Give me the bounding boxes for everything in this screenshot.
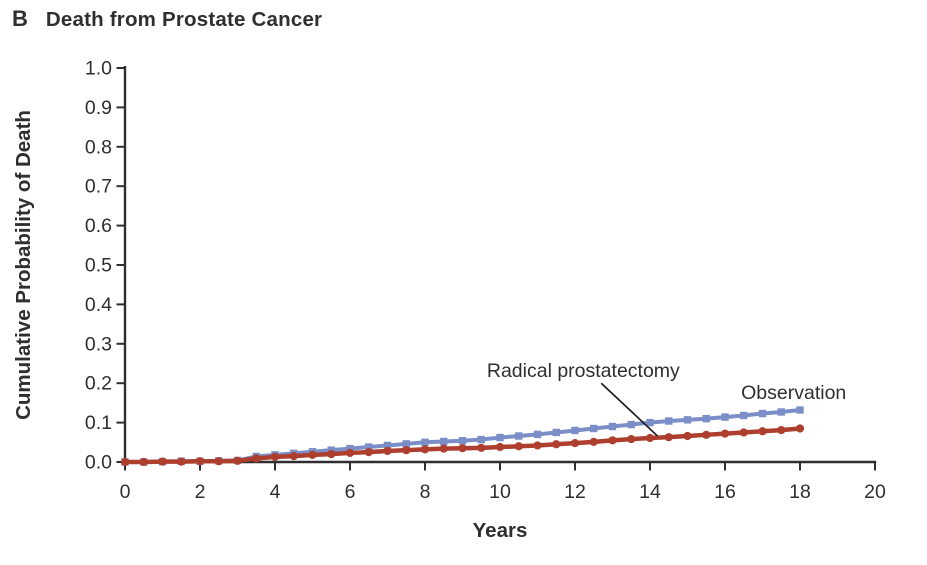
circle-marker <box>683 431 692 441</box>
x-axis: 0 2 4 6 8 10 12 14 16 18 20 Years <box>120 460 886 542</box>
circle-marker <box>308 450 317 460</box>
x-tick-label: 10 <box>489 481 511 503</box>
figure-header: B Death from Prostate Cancer <box>12 6 322 32</box>
square-marker <box>458 437 467 445</box>
square-marker <box>796 406 804 414</box>
circle-marker <box>233 456 242 465</box>
circle-marker <box>627 435 636 444</box>
y-tick-label: 0.5 <box>85 255 112 277</box>
circle-marker <box>777 425 786 435</box>
y-tick-label: 0.9 <box>85 97 112 119</box>
square-marker <box>721 413 729 421</box>
square-marker <box>365 443 373 451</box>
x-tick-label: 20 <box>864 481 886 503</box>
y-tick-label: 0.4 <box>85 294 112 316</box>
y-tick-label: 0.7 <box>85 176 112 198</box>
circle-marker <box>589 437 598 447</box>
square-marker <box>383 441 392 450</box>
x-tick-label: 0 <box>120 481 131 503</box>
figure-title: Death from Prostate Cancer <box>45 8 323 31</box>
panel-label: B <box>12 6 28 31</box>
square-marker <box>740 411 748 420</box>
x-tick-label: 2 <box>195 481 206 503</box>
circle-marker <box>552 440 561 449</box>
square-marker <box>758 409 767 418</box>
x-axis-title: Years <box>473 519 528 542</box>
circle-marker <box>645 433 655 443</box>
circle-marker <box>177 457 186 466</box>
square-marker <box>346 444 354 453</box>
circle-marker <box>364 448 373 457</box>
y-tick-label: 1.0 <box>85 58 112 80</box>
square-marker <box>402 440 410 448</box>
circle-marker <box>570 438 580 448</box>
circle-marker <box>758 427 767 436</box>
circle-marker <box>608 436 617 445</box>
circle-marker <box>495 442 505 452</box>
circle-marker <box>270 452 280 461</box>
circle-marker <box>289 451 298 461</box>
circle-marker <box>158 457 167 466</box>
x-tick-label: 14 <box>639 481 661 503</box>
x-tick-label: 4 <box>270 481 281 503</box>
circle-marker <box>402 446 411 455</box>
circle-marker <box>664 433 673 442</box>
x-tick-label: 8 <box>420 481 431 503</box>
y-tick-label: 0.6 <box>85 215 112 237</box>
circle-marker <box>214 457 223 466</box>
square-marker <box>571 426 579 435</box>
square-marker <box>702 414 710 423</box>
y-tick-label: 0.1 <box>85 412 112 434</box>
series-radical-prostatectomy <box>120 424 805 467</box>
series-markers-radical-prostatectomy <box>120 424 805 467</box>
circle-marker <box>795 424 805 433</box>
circle-marker <box>720 429 730 438</box>
y-tick-label: 0.3 <box>85 333 112 355</box>
circle-marker <box>514 442 523 451</box>
circle-marker <box>120 457 130 467</box>
circle-marker <box>345 448 355 458</box>
x-tick-label: 18 <box>789 481 811 503</box>
circle-marker <box>327 450 336 459</box>
square-marker <box>552 428 560 437</box>
circle-marker <box>702 430 711 439</box>
circle-marker <box>458 444 467 453</box>
circle-marker <box>195 457 205 466</box>
square-marker <box>496 433 504 442</box>
square-marker <box>608 422 617 431</box>
square-marker <box>646 418 654 427</box>
circle-marker <box>739 428 748 437</box>
square-marker <box>777 408 785 416</box>
circle-marker <box>439 444 448 453</box>
y-tick-label: 0.2 <box>85 373 112 395</box>
annotation-pointer-line-radical-prostatectomy <box>600 382 659 437</box>
y-tick-label: 0.0 <box>85 452 112 474</box>
square-marker <box>683 416 692 424</box>
y-tick-label: 0.8 <box>85 136 112 158</box>
square-marker <box>477 435 485 444</box>
circle-marker <box>139 457 148 467</box>
square-marker <box>515 432 523 440</box>
x-tick-label: 12 <box>564 481 586 503</box>
circle-marker <box>420 445 430 454</box>
x-tick-label: 6 <box>345 481 356 503</box>
annotations: Radical prostatectomy Observation <box>487 360 846 437</box>
circle-marker <box>383 446 392 456</box>
square-marker <box>665 417 673 425</box>
x-tick-label: 16 <box>714 481 736 503</box>
square-marker <box>627 420 635 429</box>
circle-marker <box>252 454 261 463</box>
y-axis-title: Cumulative Probability of Death <box>12 110 35 420</box>
square-marker <box>421 438 429 446</box>
square-marker <box>440 437 448 446</box>
annotation-label-observation: Observation <box>741 382 846 404</box>
y-axis: 0.0 0.1 0.2 0.3 0.4 0.5 0.6 0.7 0.8 0.9 1.0 Cumulat… <box>12 58 127 474</box>
circle-marker <box>533 441 542 450</box>
square-marker <box>533 430 542 439</box>
annotation-label-radical-prostatectomy: Radical prostatectomy <box>487 360 680 382</box>
square-marker <box>590 424 598 433</box>
circle-marker <box>477 443 486 452</box>
